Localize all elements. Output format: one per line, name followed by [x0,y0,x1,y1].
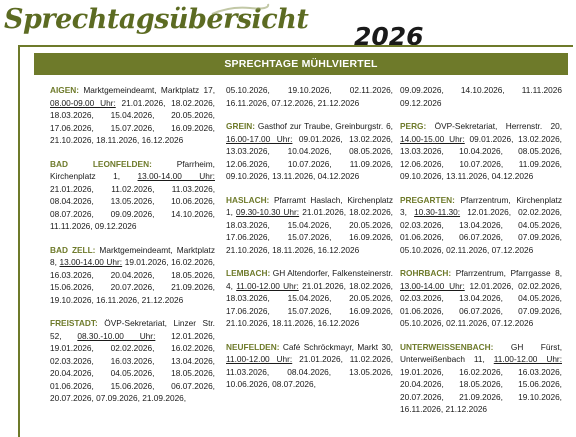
schedule-entry: GREIN: Gasthof zur Traube, Greinburgstr.… [226,120,393,183]
entry-time: 10.30-11.30: [414,207,461,217]
entry-location: Marktgemeindeamt, Marktplatz 17, [83,85,215,95]
top-divider [18,45,573,47]
entry-dates: 21.01.2026, 11.02.2026, 11.03.2026, 08.0… [50,183,215,232]
entry-time: 08.30.-10.00 Uhr: [77,330,156,341]
schedule-entry: NEUFELDEN: Café Schröckmayr, Markt 30, 1… [226,341,393,391]
schedule-entry: PERG: ÖVP-Sekretariat, Herrenstr. 20, 14… [400,120,562,183]
entry-dates: 09.01.2026, 13.02.2026, 13.03.2026, 10.0… [400,133,562,182]
entry-time: 11.00-12.00 Uhr: [226,354,293,364]
entry-name: NEUFELDEN: [226,341,280,352]
schedule-entry: HASLACH: Pfarramt Haslach, Kirchenplatz … [226,194,393,257]
entry-time: 13.00-14.00 Uhr: [137,171,215,181]
entry-time: 13.00-14.00 Uhr: [59,257,123,267]
schedule-entry: BAD LEONFELDEN: Pfarrheim, Kirchenplatz … [50,158,215,233]
entry-name: GREIN: [226,121,256,131]
entry-dates: 21.01.2026, 11.02.2026, 11.03.2026, 08.0… [226,354,394,389]
entry-location: ÖVP-Sekretariat, Herrenstr. 20, [434,121,563,131]
entry-time: 08.00-09.00 Uhr: [50,97,116,108]
schedule-entry: BAD ZELL: Marktgemeindeamt, Marktplatz 8… [50,244,215,307]
schedule-entry: LEMBACH: GH Altendorfer, Falkensteinerst… [226,267,393,330]
column-3: 09.09.2026, 14.10.2026, 11.11.2026 09.12… [400,84,562,427]
schedule-entry: PREGARTEN: Pfarrzentrum, Kirchenplatz 3,… [400,194,562,257]
entry-dates: 19.01.2026, 16.02.2026, 16.03.2026, 20.0… [50,257,215,305]
entry-dates: 12.01.2026, 19.01.2026, 02.02.2026, 16.0… [50,330,215,404]
brush-stroke-icon [211,3,270,15]
column-2: 05.10.2026, 19.10.2026, 02.11.2026, 16.1… [226,84,393,402]
column-1: AIGEN: Marktgemeindeamt, Marktplatz 17, … [50,84,215,416]
entry-location: ÖVP-Sekretariat, Linzer Str. 52, [50,318,215,341]
entry-dates: 12.01.2026, 02.02.2026, 02.03.2026, 13.0… [400,207,562,255]
entry-name: BAD ZELL: [50,244,96,255]
entry-time: 16.00-17.00 Uhr: [226,133,293,144]
entry-location: Marktgemeindeamt, Marktplatz 8, [50,244,215,268]
entry-dates: 12.01.2026, 02.02.2026, 02.03.2026, 13.0… [400,280,562,329]
section-banner: SPRECHTAGE MÜHLVIERTEL [34,53,568,75]
entry-location: Pfarrheim, Kirchenplatz 1, [50,158,215,182]
schedule-entry: ROHRBACH: Pfarrzentrum, Pfarrgasse 8, 13… [400,267,562,330]
entry-location: GH Fürst, Unterweißenbach 11, [400,341,562,365]
entry-location: Pfarrzentrum, Kirchenplatz 3, [400,194,563,218]
entry-time: 11.00-12.00 Uhr: [236,280,299,291]
entry-dates: 05.10.2026, 19.10.2026, 02.11.2026, 16.1… [226,85,393,108]
schedule-entry: FREISTADT: ÖVP-Sekretariat, Linzer Str. … [50,317,215,405]
entry-dates: 19.01.2026, 16.02.2026, 16.03.2026, 20.0… [400,366,562,415]
entry-name: PREGARTEN: [400,194,455,205]
schedule-entry: AIGEN: Marktgemeindeamt, Marktplatz 17, … [50,84,215,147]
entry-name: LEMBACH: [226,268,271,278]
schedule-entry: UNTERWEISSENBACH: GH Fürst, Unterweißenb… [400,341,562,416]
entry-time: 09.30-10.30 Uhr: [236,207,300,217]
entry-name: UNTERWEISSENBACH: [400,341,494,352]
entry-name: PERG: [400,121,427,131]
entry-time: 13.00-14.00 Uhr: [400,280,465,291]
schedule-entry: 09.09.2026, 14.10.2026, 11.11.2026 09.12… [400,84,562,109]
entry-dates: 09.09.2026, 14.10.2026, 11.11.2026 09.12… [400,85,562,108]
entry-dates: 21.01.2026, 18.02.2026, 18.03.2026, 15.0… [226,280,393,329]
entry-dates: 21.01.2026, 18.02.2026, 18.03.2026, 15.0… [50,97,215,146]
entry-name: FREISTADT: [50,318,98,328]
entry-dates: 09.01.2026, 13.02.2026, 13.03.2026, 10.0… [226,133,393,182]
entry-dates: 21.01.2026, 18.02.2026, 18.03.2026, 15.0… [226,207,393,255]
entry-time: 11.00-12.00 Uhr: [493,354,562,364]
entry-location: Gasthof zur Traube, Greinburgstr. 6, [257,121,393,131]
entry-name: AIGEN: [50,85,80,95]
side-divider [18,45,20,437]
entry-location: Pfarramt Haslach, Kirchenplatz 1, [226,194,393,218]
entry-time: 14.00-15.00 Uhr: [400,133,465,144]
entry-name: ROHRBACH: [400,268,452,278]
schedule-entry: 05.10.2026, 19.10.2026, 02.11.2026, 16.1… [226,84,393,109]
entry-name: HASLACH: [226,194,270,205]
entry-location: Pfarrzentrum, Pfarrgasse 8, [455,268,562,278]
entry-name: BAD LEONFELDEN: [50,158,152,169]
entry-location: GH Altendorfer, Falkensteinerstr. 4, [226,268,393,291]
entry-location: Café Schröckmayr, Markt 30, [282,341,393,352]
